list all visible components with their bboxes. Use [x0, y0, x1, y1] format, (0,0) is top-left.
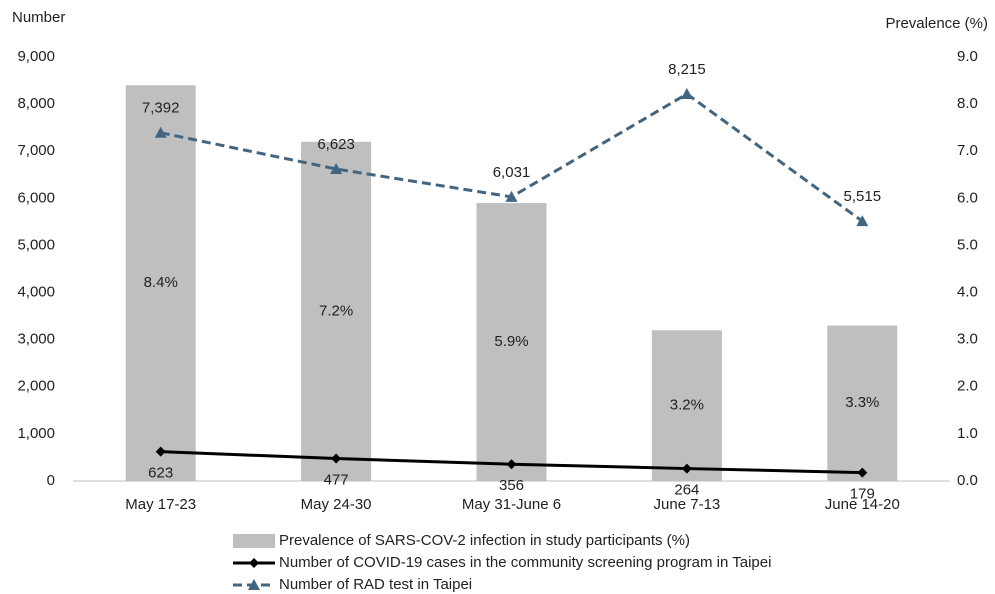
y-tick-label: 8,000 [17, 95, 55, 112]
y2-tick-label: 3.0 [957, 331, 978, 348]
y2-tick-label: 5.0 [957, 236, 978, 253]
marker [857, 467, 868, 478]
y-tick-label: 9,000 [17, 48, 55, 65]
marker [856, 215, 869, 227]
line [160, 92, 864, 223]
line-value-label: 6,031 [493, 164, 531, 181]
line-value-label: 356 [499, 477, 524, 494]
x-tick-label: May 24-30 [301, 496, 372, 513]
legend-label: Number of RAD test in Taipei [279, 576, 472, 593]
y2-tick-label: 1.0 [957, 425, 978, 442]
marker [680, 87, 693, 99]
legend-marker [249, 558, 259, 568]
y-tick-label: 5,000 [17, 236, 55, 253]
x-tick-label: June 14-20 [825, 496, 900, 513]
y-tick-label: 6,000 [17, 189, 55, 206]
y2-tick-label: 7.0 [957, 142, 978, 159]
y2-tick-label: 9.0 [957, 48, 978, 65]
marker [331, 453, 342, 464]
bar-value-label: 8.4% [144, 274, 178, 291]
line-value-label: 477 [324, 471, 349, 488]
bar-value-label: 5.9% [494, 333, 528, 350]
bar [125, 85, 196, 482]
marker [154, 126, 167, 138]
line-value-label: 623 [148, 465, 173, 482]
marker [506, 459, 517, 470]
marker [330, 162, 343, 174]
y2-tick-label: 8.0 [957, 95, 978, 112]
line-value-label: 179 [850, 486, 875, 503]
bar-value-label: 3.3% [845, 394, 879, 411]
y-tick-label: 0 [47, 472, 55, 489]
y-tick-label: 1,000 [17, 425, 55, 442]
line-value-label: 8,215 [668, 61, 706, 78]
bar [651, 330, 722, 481]
x-tick-label: June 7-13 [654, 496, 721, 513]
legend-label: Prevalence of SARS-COV-2 infection in st… [279, 532, 690, 549]
bar-value-label: 7.2% [319, 302, 353, 319]
y2-tick-label: 6.0 [957, 189, 978, 206]
marker [681, 463, 692, 474]
line-value-label: 264 [674, 482, 699, 499]
legend-marker [248, 579, 260, 590]
bar [476, 203, 547, 482]
line-value-label: 7,392 [142, 100, 180, 117]
x-tick-label: May 17-23 [125, 496, 196, 513]
y-tick-label: 4,000 [17, 284, 55, 301]
marker [155, 446, 166, 457]
y-tick-label: 7,000 [17, 142, 55, 159]
y2-tick-label: 0.0 [957, 472, 978, 489]
line-value-label: 6,623 [317, 136, 355, 153]
y-tick-label: 3,000 [17, 331, 55, 348]
legend-swatch [233, 534, 275, 548]
x-tick-label: May 31-June 6 [462, 496, 561, 513]
legend-label: Number of COVID-19 cases in the communit… [279, 554, 771, 571]
y2-tick-label: 2.0 [957, 378, 978, 395]
y2-tick-label: 4.0 [957, 284, 978, 301]
bar [301, 141, 372, 482]
y-axis-title: Number [12, 9, 65, 26]
bar-value-label: 3.2% [670, 397, 704, 414]
y2-axis-title: Prevalence (%) [885, 15, 988, 32]
y-tick-label: 2,000 [17, 378, 55, 395]
marker [505, 190, 518, 202]
bar [827, 325, 898, 481]
line-value-label: 5,515 [844, 188, 882, 205]
